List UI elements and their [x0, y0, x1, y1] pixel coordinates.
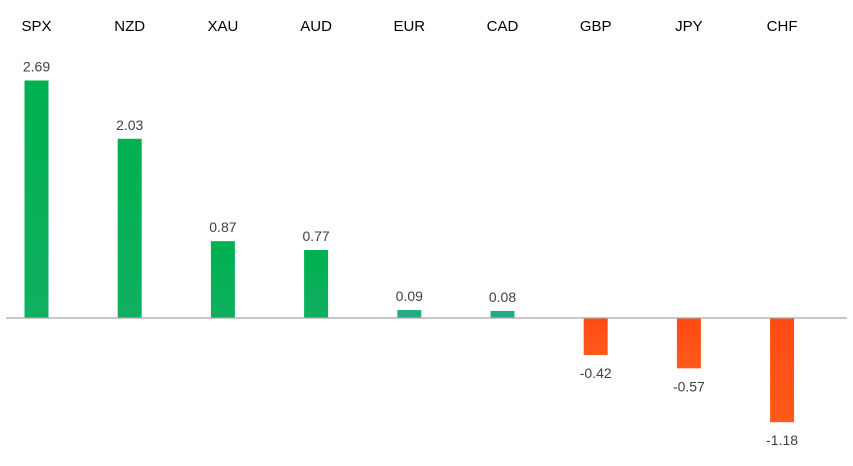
bar-nzd: [117, 138, 142, 318]
bars-layer: [24, 80, 795, 423]
data-label-nzd: 2.03: [116, 117, 143, 133]
bar-gbp: [583, 318, 608, 356]
category-label-jpy: JPY: [675, 18, 703, 35]
bar-chf: [770, 318, 795, 423]
data-label-gbp: -0.42: [580, 365, 612, 381]
category-label-chf: CHF: [767, 18, 798, 35]
data-label-cad: 0.08: [489, 289, 516, 305]
bar-cad: [490, 310, 515, 318]
bar-eur: [397, 310, 422, 318]
category-label-nzd: NZD: [114, 18, 145, 35]
category-label-xau: XAU: [207, 18, 238, 35]
data-label-eur: 0.09: [396, 288, 423, 304]
bar-jpy: [676, 318, 701, 369]
labels-layer: SPX 2.69 NZD 2.03 XAU 0.87 AUD 0.77 EUR 0.09 CAD 0.…: [21, 18, 798, 448]
category-label-cad: CAD: [487, 18, 519, 35]
category-label-eur: EUR: [393, 18, 425, 35]
category-label-gbp: GBP: [580, 18, 612, 35]
data-label-jpy: -0.57: [673, 378, 705, 394]
bar-spx: [24, 80, 49, 319]
data-label-xau: 0.87: [209, 219, 236, 235]
bar-aud: [304, 250, 329, 318]
category-label-aud: AUD: [300, 18, 332, 35]
data-label-chf: -1.18: [766, 432, 798, 448]
data-label-aud: 0.77: [302, 228, 329, 244]
category-label-spx: SPX: [21, 18, 51, 35]
data-label-spx: 2.69: [23, 58, 50, 74]
bar-xau: [210, 241, 235, 318]
